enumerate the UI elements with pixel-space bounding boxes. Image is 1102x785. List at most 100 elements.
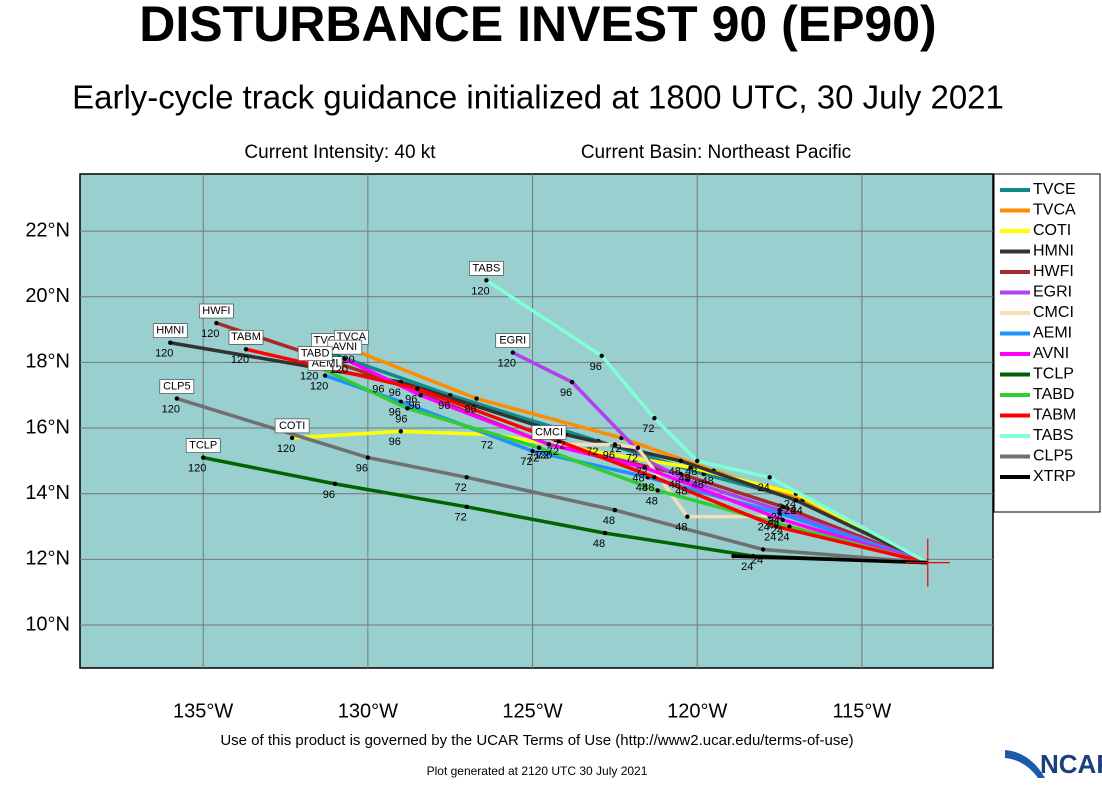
hour-label: 24 [777, 531, 789, 543]
hour-label: 72 [553, 440, 565, 452]
track-name: EGRI [499, 334, 526, 346]
hour-label: 24 [767, 518, 779, 530]
track-point [332, 481, 338, 487]
legend-label: TABD [1033, 386, 1074, 403]
hour-label: 24 [751, 554, 763, 566]
track-name-box [199, 303, 234, 319]
track-point [642, 465, 647, 470]
hour-label: 24 [771, 525, 783, 537]
track-point [612, 507, 618, 513]
track-name-box [469, 261, 504, 276]
hour-label: 72 [527, 453, 539, 465]
lon-tick-label: 115°W [833, 700, 892, 722]
hour-label: 72 [586, 446, 598, 458]
track-point [777, 511, 782, 516]
hour-label: 48 [593, 538, 605, 550]
hour-label: 24 [758, 522, 770, 534]
legend-label: AEMI [1033, 325, 1072, 342]
hour-label: 96 [560, 387, 572, 399]
hour-label: 120 [310, 380, 328, 392]
hour-label: 24 [777, 502, 789, 514]
hour-label: 96 [603, 449, 615, 461]
track-point [780, 517, 786, 523]
hour-label: 96 [408, 400, 420, 412]
hour-label: 48 [692, 479, 704, 491]
hour-label: 48 [675, 485, 687, 497]
hour-label: 72 [481, 440, 493, 452]
legend-label: TABS [1033, 427, 1074, 444]
track-point [731, 553, 736, 559]
hour-label: 48 [702, 476, 714, 488]
hour-label: 96 [372, 384, 384, 396]
track-name-box [152, 323, 188, 339]
track-point [530, 448, 535, 454]
track-name: AVNI [332, 341, 357, 353]
lat-tick-label: 20°N [25, 285, 70, 307]
track-point [599, 353, 604, 359]
track-name: TABS [472, 262, 500, 274]
track [512, 350, 929, 565]
hour-label: 48 [636, 482, 648, 494]
hour-label: 48 [642, 482, 654, 494]
hour-label: 24 [741, 561, 753, 573]
track [350, 347, 929, 565]
track-point [398, 429, 404, 434]
track-point [556, 438, 562, 444]
track-point [415, 386, 420, 391]
lat-tick-label: 10°N [25, 613, 70, 635]
track-point [200, 455, 206, 460]
track [314, 364, 929, 565]
track-name-box [297, 346, 333, 361]
title: DISTURBANCE INVEST 90 (EP90) [139, 0, 936, 52]
track-point [168, 340, 173, 345]
lon-tick-label: 135°W [173, 700, 233, 722]
hour-label: 48 [632, 472, 644, 484]
track-name-box [228, 329, 264, 345]
track-name: TCLP [189, 440, 217, 452]
hour-label: 48 [679, 472, 691, 484]
track-point [464, 504, 469, 510]
track-point [695, 458, 700, 464]
hour-label: 96 [438, 400, 450, 412]
hour-label: 120 [188, 463, 206, 475]
track [176, 396, 928, 565]
track-name: HMNI [156, 325, 184, 337]
legend-label: TVCA [1033, 202, 1076, 219]
track-point [760, 547, 766, 552]
track-name-box [159, 379, 195, 394]
track-point [484, 278, 489, 283]
track-name-box [274, 418, 310, 434]
hour-label: 120 [498, 357, 516, 369]
hour-label: 24 [784, 505, 796, 517]
hour-label: 72 [626, 453, 638, 465]
lat-tick-label: 18°N [25, 351, 70, 373]
track-point [546, 442, 552, 447]
hour-label: 120 [277, 443, 295, 455]
hour-label: 72 [547, 446, 559, 458]
hour-label: 96 [323, 489, 335, 501]
hour-label: 48 [685, 466, 697, 478]
track-name-box [495, 333, 531, 348]
hour-label: 48 [669, 479, 681, 491]
intensity: Current Intensity: 40 kt [244, 142, 436, 163]
logo-swoosh [1005, 750, 1045, 778]
hour-label: 72 [455, 512, 467, 524]
track-point [174, 396, 180, 401]
hour-label: 24 [784, 499, 796, 511]
track-point [322, 373, 328, 378]
track-point [678, 458, 683, 464]
legend-label: TVCE [1033, 181, 1076, 198]
hour-label: 120 [231, 354, 249, 366]
hour-label: 72 [520, 456, 532, 468]
hour-label: 120 [471, 285, 489, 297]
hour-label: 96 [389, 407, 401, 419]
track-name: TABM [231, 331, 261, 343]
lon-tick-label: 130°W [338, 700, 398, 722]
track [733, 554, 928, 565]
track-name: CLP5 [163, 380, 191, 392]
track-point [612, 442, 618, 447]
track-point [569, 379, 575, 385]
track-name: COTI [279, 420, 305, 432]
track-point [685, 514, 690, 519]
track-point [536, 445, 542, 450]
